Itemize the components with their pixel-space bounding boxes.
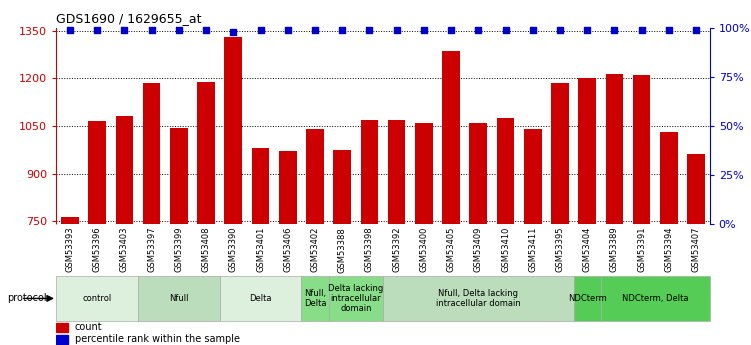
Text: GSM53401: GSM53401 xyxy=(256,227,265,272)
Text: GSM53394: GSM53394 xyxy=(665,227,674,272)
Text: NDCterm, Delta: NDCterm, Delta xyxy=(622,294,689,303)
Text: GSM53407: GSM53407 xyxy=(692,227,701,272)
Text: GSM53410: GSM53410 xyxy=(501,227,510,272)
Point xyxy=(391,27,403,32)
Text: Delta lacking
intracellular
domain: Delta lacking intracellular domain xyxy=(328,284,384,313)
Text: GSM53399: GSM53399 xyxy=(174,227,183,272)
Bar xyxy=(56,335,68,344)
Text: count: count xyxy=(74,322,102,332)
Text: percentile rank within the sample: percentile rank within the sample xyxy=(74,334,240,344)
Point xyxy=(608,27,620,32)
Point xyxy=(363,27,376,32)
Bar xyxy=(138,276,219,321)
Text: GSM53396: GSM53396 xyxy=(92,227,101,273)
Point xyxy=(336,27,348,32)
Bar xyxy=(605,73,623,345)
Bar xyxy=(578,78,596,345)
Bar xyxy=(56,323,68,332)
Point xyxy=(526,27,538,32)
Bar xyxy=(633,75,650,345)
Text: protocol: protocol xyxy=(8,294,47,303)
Point xyxy=(581,27,593,32)
Text: Nfull,
Delta: Nfull, Delta xyxy=(303,289,326,308)
Bar xyxy=(601,276,710,321)
Bar xyxy=(388,120,406,345)
Bar xyxy=(61,217,79,345)
Bar xyxy=(551,83,569,345)
Bar xyxy=(170,128,188,345)
Text: GSM53393: GSM53393 xyxy=(65,227,74,273)
Bar xyxy=(442,51,460,345)
Bar xyxy=(496,118,514,345)
Bar xyxy=(143,83,161,345)
Text: GSM53411: GSM53411 xyxy=(528,227,537,272)
Text: GSM53397: GSM53397 xyxy=(147,227,156,273)
Text: control: control xyxy=(83,294,112,303)
Text: GSM53389: GSM53389 xyxy=(610,227,619,273)
Bar xyxy=(301,276,328,321)
Bar xyxy=(56,276,138,321)
Point xyxy=(119,27,131,32)
Bar xyxy=(524,129,541,345)
Text: Delta: Delta xyxy=(249,294,272,303)
Text: GSM53392: GSM53392 xyxy=(392,227,401,272)
Bar xyxy=(360,120,379,345)
Text: GSM53408: GSM53408 xyxy=(201,227,210,272)
Bar xyxy=(660,132,677,345)
Point xyxy=(228,29,240,34)
Bar xyxy=(89,121,106,345)
Point xyxy=(91,27,103,32)
Point xyxy=(282,27,294,32)
Bar xyxy=(574,276,601,321)
Text: Nfull: Nfull xyxy=(169,294,189,303)
Point xyxy=(146,27,158,32)
Bar xyxy=(687,155,705,345)
Text: NDCterm: NDCterm xyxy=(568,294,607,303)
Point xyxy=(690,27,702,32)
Bar xyxy=(116,116,133,345)
Text: GSM53406: GSM53406 xyxy=(283,227,292,272)
Bar xyxy=(225,37,242,345)
Point xyxy=(499,27,511,32)
Point xyxy=(635,27,647,32)
Point xyxy=(64,27,76,32)
Point xyxy=(445,27,457,32)
Bar xyxy=(415,123,433,345)
Text: GSM53391: GSM53391 xyxy=(637,227,646,272)
Text: GSM53404: GSM53404 xyxy=(583,227,592,272)
Text: GSM53403: GSM53403 xyxy=(120,227,129,272)
Bar xyxy=(306,129,324,345)
Point xyxy=(472,27,484,32)
Point xyxy=(554,27,566,32)
Bar xyxy=(469,123,487,345)
Text: GSM53405: GSM53405 xyxy=(447,227,456,272)
Bar xyxy=(279,151,297,345)
Point xyxy=(173,27,185,32)
Point xyxy=(309,27,321,32)
Bar xyxy=(219,276,301,321)
Text: Nfull, Delta lacking
intracellular domain: Nfull, Delta lacking intracellular domai… xyxy=(436,289,520,308)
Bar xyxy=(198,81,215,345)
Point xyxy=(255,27,267,32)
Text: GSM53398: GSM53398 xyxy=(365,227,374,273)
Text: GSM53402: GSM53402 xyxy=(310,227,319,272)
Bar xyxy=(333,150,351,345)
Bar xyxy=(252,148,270,345)
Bar xyxy=(383,276,574,321)
Text: GDS1690 / 1629655_at: GDS1690 / 1629655_at xyxy=(56,12,202,25)
Text: GSM53400: GSM53400 xyxy=(419,227,428,272)
Point xyxy=(663,27,675,32)
Point xyxy=(200,27,212,32)
Text: GSM53409: GSM53409 xyxy=(474,227,483,272)
Text: GSM53388: GSM53388 xyxy=(338,227,347,273)
Point xyxy=(418,27,430,32)
Bar xyxy=(328,276,383,321)
Text: GSM53395: GSM53395 xyxy=(556,227,565,272)
Text: GSM53390: GSM53390 xyxy=(229,227,238,272)
